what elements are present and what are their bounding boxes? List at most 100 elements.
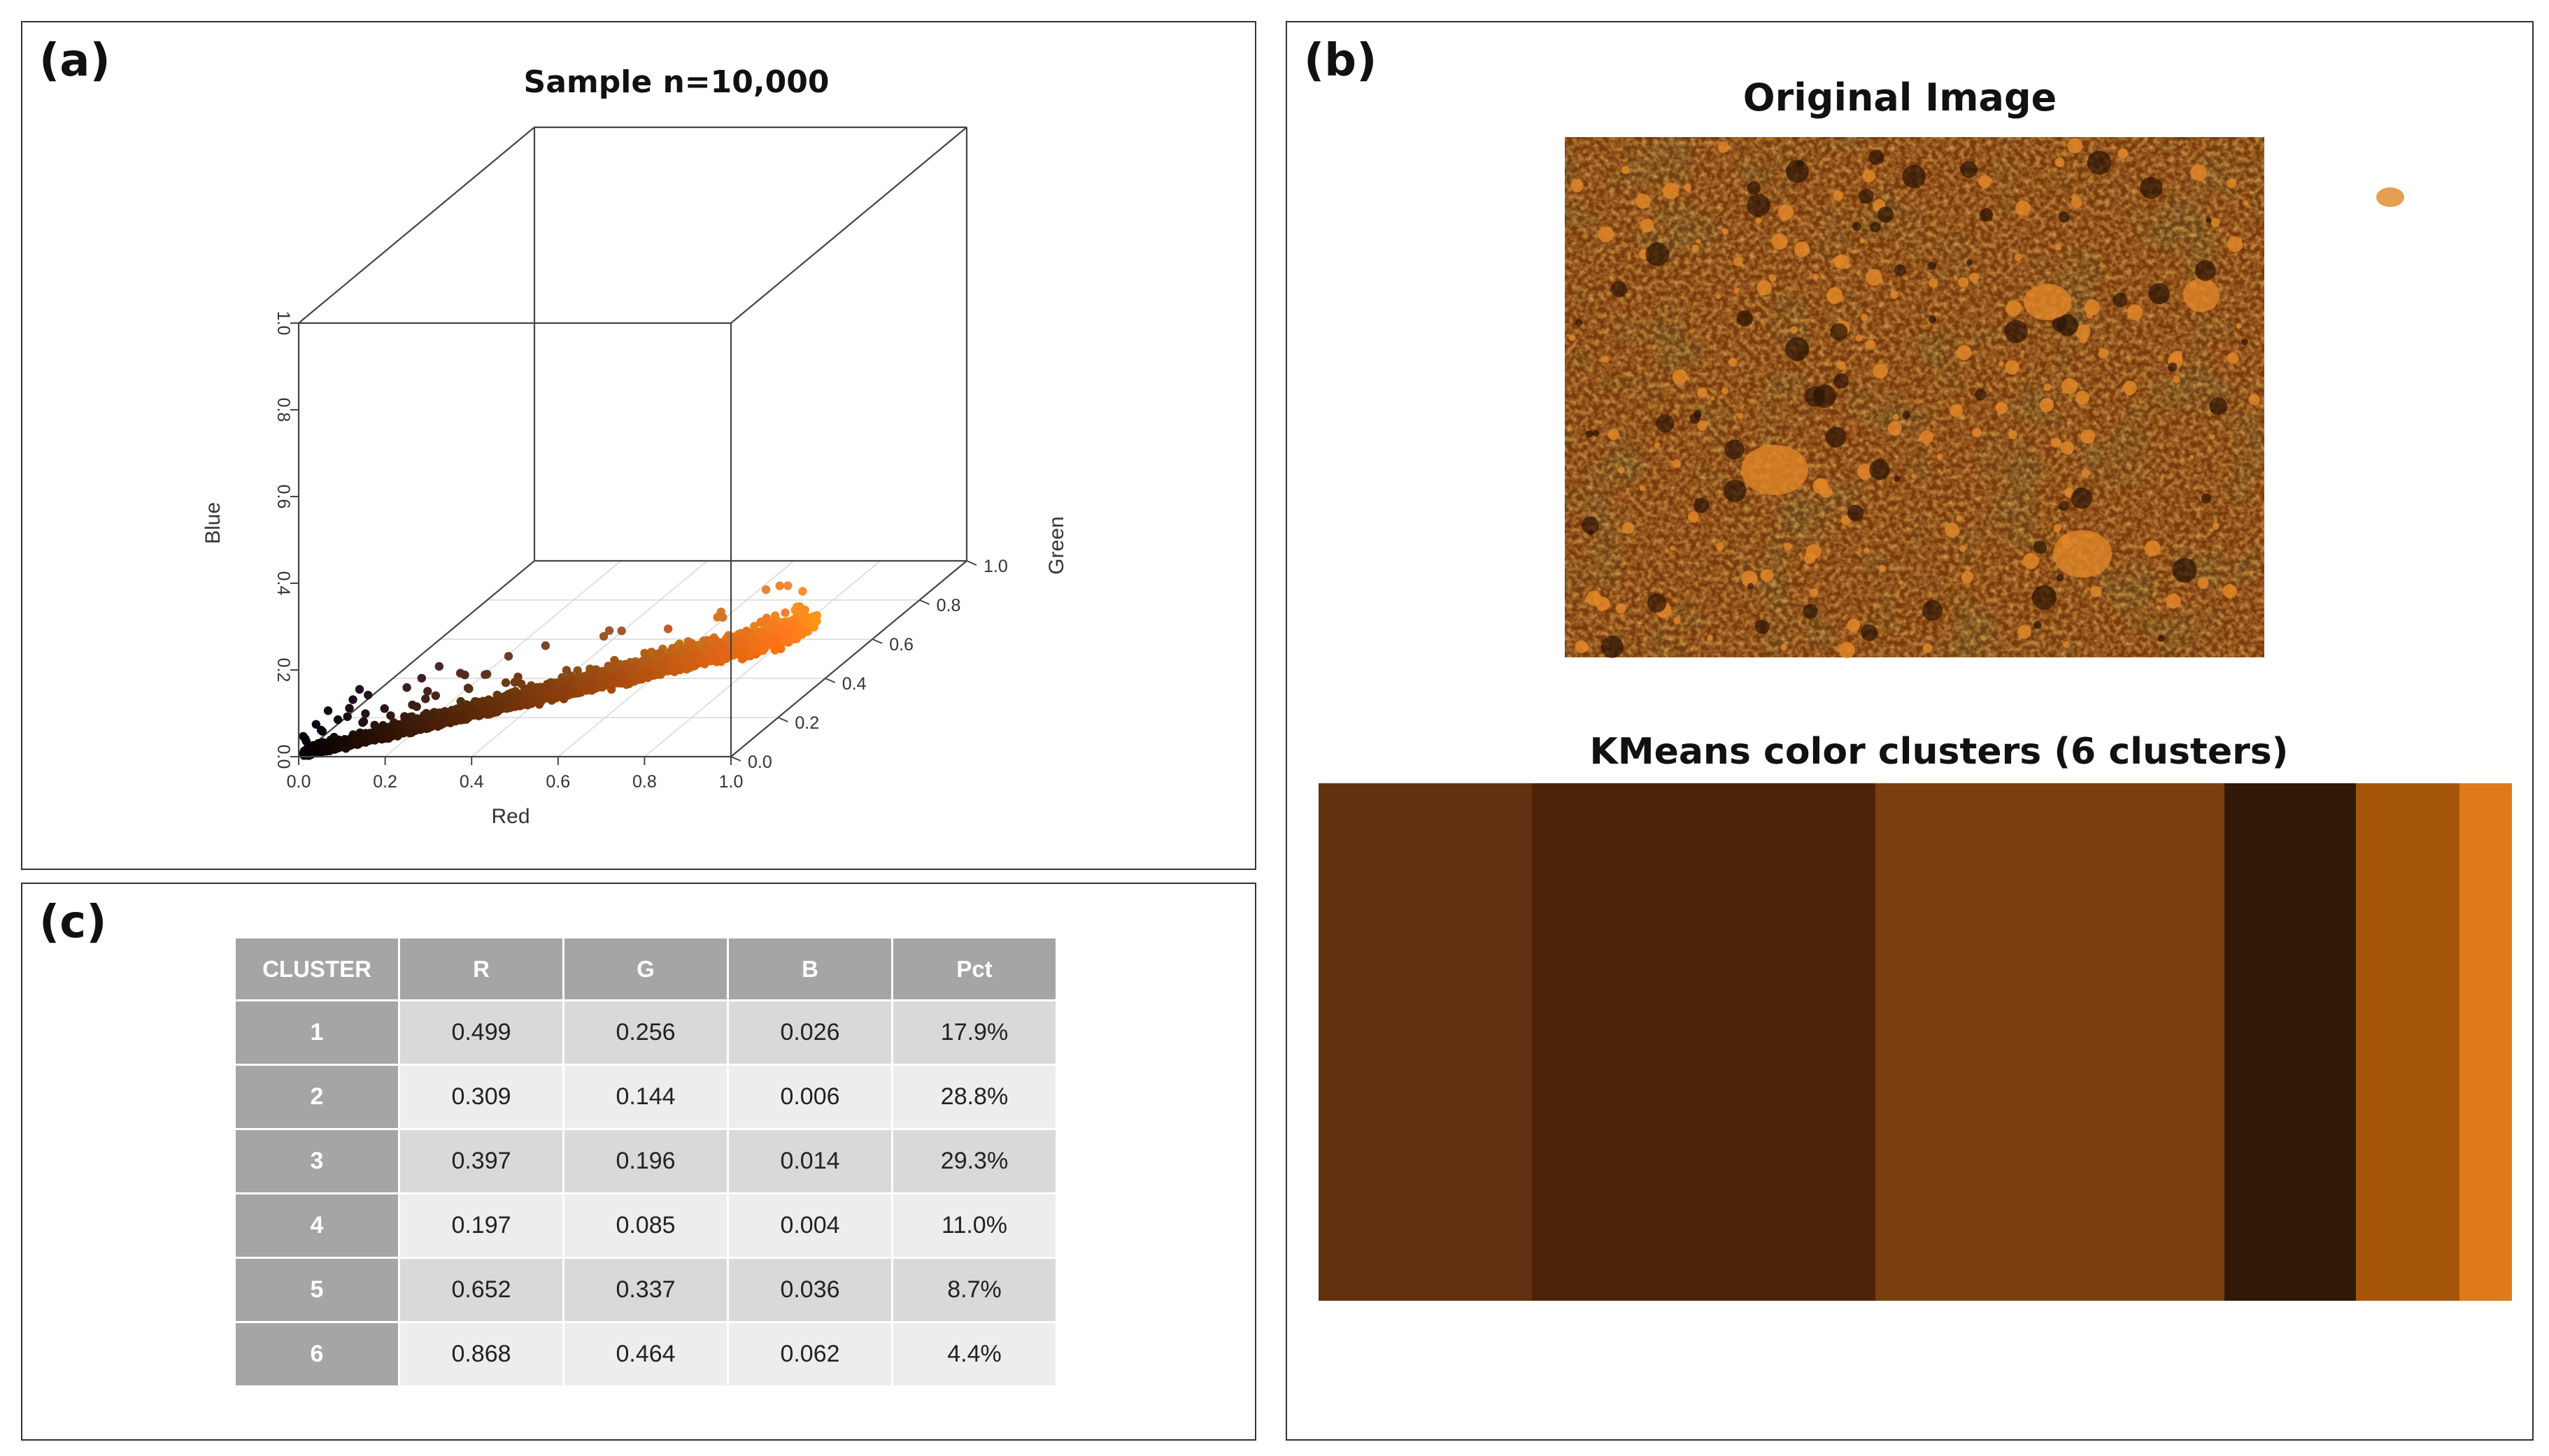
bright-grain [2122,380,2137,395]
bright-grain [1866,269,1882,286]
scatter-point [761,585,771,594]
bright-grain [1717,141,1729,153]
scatter-point [738,638,747,647]
scatter-point [651,668,660,678]
bright-grain [1969,272,1980,283]
dark-grain [2113,292,2128,308]
y-tick-mark [966,560,977,566]
bright-grain [1862,169,1875,183]
dark-grain [1656,414,1675,433]
dark-grain [1693,497,1710,513]
x-axis-label: Red [491,805,530,828]
cluster-segment-4 [2224,783,2356,1301]
bright-grain [2054,244,2061,251]
bright-grain [1716,542,1724,550]
clusters-title: KMeans color clusters (6 clusters) [1590,731,2289,773]
scatter-point [604,662,613,671]
dark-grain [1877,206,1894,223]
bright-grain [1857,464,1873,480]
bright-grain [1892,413,1899,420]
scatter-point [358,718,367,727]
panel-label-b: (b) [1304,35,1377,87]
dark-grain [1592,429,1600,437]
scatter-point [798,587,807,596]
bright-grain [2145,540,2161,557]
x-tick-label: 0.0 [287,772,311,792]
cluster-id-cell: 2 [236,1066,400,1130]
scatter-point [772,635,781,645]
box-edge [730,127,967,324]
scatter-point [421,694,430,704]
dark-grain [1868,150,1884,165]
scatter-point [688,638,697,648]
bright-grain [1837,361,1846,370]
bright-grain [1672,369,1688,385]
scatter-point [333,715,343,725]
scatter-title: Sample n=10,000 [524,64,830,100]
bright-grain [1715,294,1721,299]
dark-grain [1847,504,1864,522]
bright-grain [1847,618,1861,632]
bright-grain [1755,217,1762,224]
bright-grain [1687,511,1699,523]
bright-grain [2061,378,2078,394]
bright-grain [2155,605,2161,611]
table-row: 3 0.397 0.196 0.014 29.3% [236,1130,1058,1194]
bright-grain [2067,138,2083,154]
cluster-id-cell: 5 [236,1259,400,1323]
scatter-point [588,683,597,692]
dark-grain [2201,493,2212,504]
bright-grain [1919,430,1934,444]
scatter-point [367,733,376,743]
scatter-point [783,581,793,590]
dark-grain [1966,259,1973,266]
dark-grain [1833,373,1849,389]
table-cell: 0.144 [565,1066,729,1130]
bright-grain [2210,217,2220,227]
dark-grain [1979,208,1994,222]
scatter-point [451,717,460,726]
scatter-point [434,662,443,671]
bright-grain [1741,445,1808,495]
dark-grain [1786,159,1809,183]
scatter-point [571,677,580,686]
scatter-point [711,637,720,646]
x-tick-label: 0.6 [546,772,570,792]
scatter-points [299,581,821,760]
bright-grain [1654,442,1661,448]
bright-grain [2015,200,2031,216]
dark-grain [1585,430,1593,438]
bright-grain [2081,469,2090,478]
table-cell: 0.652 [400,1259,565,1323]
cluster-segment-1 [1319,783,1533,1301]
scatter-point [750,622,759,631]
dark-grain [1645,242,1670,266]
table-cell: 0.004 [729,1194,893,1259]
scatter-point [481,670,490,679]
table-cell: 0.062 [729,1323,893,1387]
scatter-point [423,687,432,696]
bright-grain [2166,593,2181,609]
dark-grain [2087,150,2112,175]
bright-grain [1791,326,1798,334]
x-tick-label: 0.4 [460,772,484,792]
scatter-point [799,606,809,615]
dark-grain [2206,217,2212,224]
bright-grain [1889,290,1898,299]
scatter-point [599,631,609,641]
bright-grain [2043,383,2052,392]
scatter-point [370,720,379,730]
dark-grain [1929,315,1936,324]
dark-grain [1902,411,1910,420]
table-cell: 0.337 [565,1259,729,1323]
bright-grain [1958,277,1969,287]
bright-grain [1707,635,1713,641]
scatter-point [541,641,551,650]
scatter-point [581,686,591,695]
bright-grain [1794,241,1810,257]
dark-grain [2057,314,2079,336]
bright-grain [1861,313,1868,321]
bright-grain [1710,396,1715,401]
bright-grain [1737,412,1744,420]
bright-grain [1635,193,1651,209]
